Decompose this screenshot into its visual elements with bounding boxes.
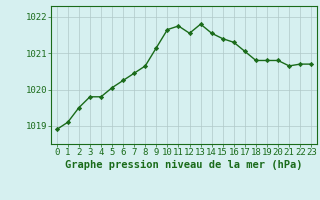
X-axis label: Graphe pression niveau de la mer (hPa): Graphe pression niveau de la mer (hPa) xyxy=(65,160,303,170)
